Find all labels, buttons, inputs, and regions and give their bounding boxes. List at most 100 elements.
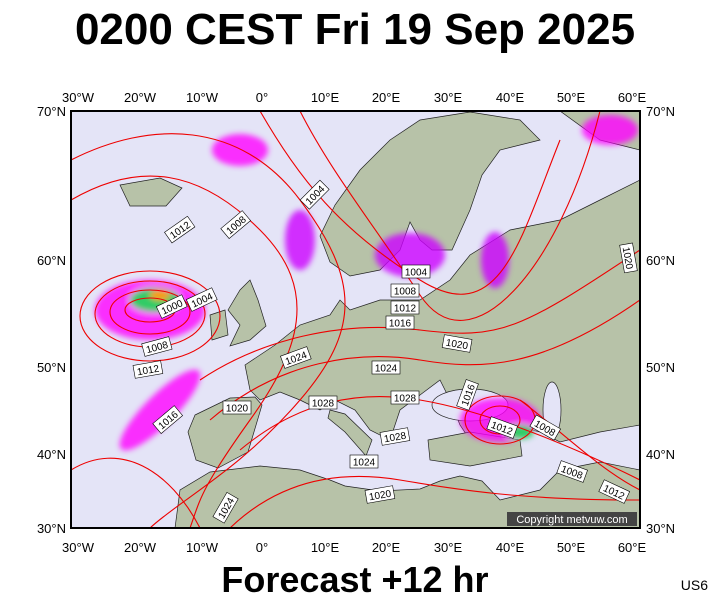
isobar-label-box [390,390,420,405]
isobar-label-box [185,287,218,312]
latitude-label: 40°N [37,447,66,462]
rain-area [150,290,170,300]
longitude-label: 20°W [124,540,157,555]
longitude-label: 0° [256,540,268,555]
isobar [199,249,640,381]
isobar-label-box [222,400,252,415]
longitude-label: 30°E [434,540,463,555]
axis-labels: 30°W 30°W 20°W 20°W 10°W 10°W 0° 0° 10°E 10°E 20°E… [37,90,675,555]
isobar-label-box [132,360,164,379]
isobar-label-box [619,242,638,274]
isobar-label-box [486,416,518,439]
latitude-label: 40°N [646,447,675,462]
footer: Forecast +12 hr [221,559,488,600]
isobar-label-text: 1020 [445,338,469,353]
rain-area [119,369,201,451]
longitude-label: 10°W [186,90,219,105]
longitude-label: 10°W [186,540,219,555]
isobar-label-box [280,346,312,369]
copyright-box [507,512,637,526]
longitude-label: 60°E [618,90,647,105]
isobar-label-box [390,283,420,298]
isobar-label-text: 1012 [394,304,417,315]
isobar-label: 1028 [308,395,338,410]
isobar [209,299,640,421]
isobar [259,111,561,295]
precipitation [95,115,638,451]
isobar [109,289,191,335]
title: 0200 CEST Fri 19 Sep 2025 [75,5,635,54]
isobar [71,175,298,528]
isobar-label-box [164,215,196,244]
longitude-label: 30°W [62,90,95,105]
longitude-label: 0° [256,90,268,105]
isobar-label-text: 1020 [226,404,249,415]
latitude-label: 50°N [37,360,66,375]
isobar-label: 1020 [222,400,252,415]
isobar-label-box [529,414,562,441]
isobar-label: 1020 [364,485,396,504]
isobar-label-text: 1028 [312,399,335,410]
longitude-label: 10°E [311,90,340,105]
rain-area [481,232,509,288]
isobar-label-box [299,179,330,210]
copyright: Copyright metvuw.com [516,514,627,526]
isobar-label-box [371,360,401,375]
longitude-label: 10°E [311,540,340,555]
latitude-label: 30°N [37,521,66,536]
isobar [71,133,346,528]
isobar-label-text: 1024 [353,458,376,469]
latitude-label: 70°N [37,104,66,119]
isobar-label-box [385,315,415,330]
longitude-label: 20°E [372,90,401,105]
isobar-label-box [401,264,431,279]
longitude-label: 30°E [434,90,463,105]
longitude-label: 50°E [557,540,586,555]
isobar-label-box [141,336,173,357]
isobar [239,396,640,481]
isobar-label-text: 1012 [136,364,160,379]
isobar-label: 1012 [390,300,420,315]
rain-area [285,210,315,270]
longitude-label: 20°W [124,90,157,105]
isobar-label-box [556,460,588,483]
isobar [519,399,640,491]
map-frame [70,110,641,529]
isobar-label: 1008 [390,283,420,298]
isobar-label: 1028 [379,427,411,446]
longitude-label: 20°E [372,540,401,555]
isobar-label-text: 1020 [368,489,392,504]
latitude-label: 60°N [37,253,66,268]
isobar-label-box [390,300,420,315]
isobar [229,475,640,528]
longitude-label: 40°E [496,540,525,555]
isobar-label-box [152,405,184,435]
isobar-label: 1020 [619,242,638,274]
land-africa [174,461,640,528]
isobar-label-box [308,395,338,410]
isobar-label: 1004 [401,264,431,279]
latitude-label: 70°N [646,104,675,119]
isobar-label: 1020 [441,334,473,353]
isobar-label: 1028 [390,390,420,405]
isobar [79,270,221,362]
isobar [299,111,601,321]
longitude-label: 30°W [62,540,95,555]
land [119,111,640,528]
isobars [71,111,640,528]
isobar-label: 1016 [385,315,415,330]
isobar-label-box [456,379,479,411]
isobar-label: 1024 [349,454,379,469]
rain-area [212,134,268,166]
isobar-label-text: 1016 [389,319,412,330]
isobar-label-box [349,454,379,469]
isobar-label-box [379,427,411,446]
latitude-label: 50°N [646,360,675,375]
isobar-label-box [212,491,239,524]
latitude-label: 60°N [646,253,675,268]
isobar-label-box [441,334,473,353]
isobar-label-text: 1008 [394,287,417,298]
isobar-label-text: 1028 [394,394,417,405]
